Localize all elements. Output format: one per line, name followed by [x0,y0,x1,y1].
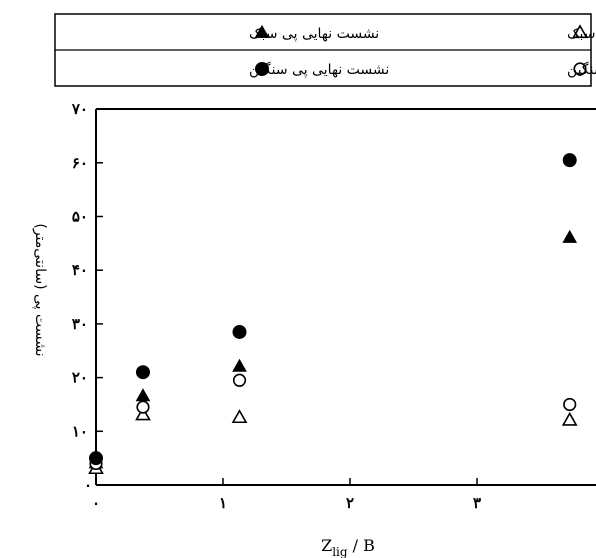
data-point-open-circle [232,373,247,387]
y-tick-label: ۴۰ [72,261,88,279]
y-tick-label: ۶۰ [72,154,88,172]
x-tick-label: ۲ [346,494,354,512]
data-point-open-triangle [561,411,578,426]
data-point-filled-triangle [562,229,578,243]
data-point-open-circle [136,400,150,414]
data-point-filled-circle [562,153,577,168]
legend-label: نشست نهایی پی سنگین [249,61,389,78]
y-tick-label: ۳۰ [72,315,88,333]
x-axis-label-subscript: lig [332,545,348,558]
y-tick-label: ۷۰ [71,100,88,118]
y-axis-label: نشست پی (سانتی‌متر) [32,223,48,356]
legend-label: نشست حین تحریک پی سبک [567,26,596,42]
x-tick-label: ۱ [219,494,227,512]
x-axis-label-rest: / B [348,536,375,555]
legend: نشست حین تحریک پی سبک نشست نهایی پی سبک نش… [54,13,596,87]
y-tick-label: ۲۰ [72,369,88,387]
data-point-filled-circle [89,451,103,466]
data-point-filled-circle [232,324,247,339]
legend-marker-open-triangle [572,24,588,39]
legend-marker-filled-triangle [254,24,270,38]
legend-label: نشست نهایی پی سبک [249,26,379,42]
y-tick-label: ۰ [84,476,92,494]
data-point-filled-circle [135,365,150,380]
data-point-filled-triangle [232,358,247,372]
legend-marker-open-circle [573,62,587,76]
data-point-open-triangle [231,409,248,424]
x-tick-label: ۰ [92,494,100,512]
y-tick-label: ۱۰ [72,422,88,440]
x-axis-label-main: Z [321,536,332,555]
data-point-open-circle [563,397,577,412]
data-point-open-triangle [135,406,151,421]
legend-label: نشست حین تحریک پی سنگین [567,61,596,78]
legend-marker-filled-circle [255,62,269,76]
x-tick-label: ۳ [473,494,481,512]
y-tick-label: ۵۰ [72,208,88,226]
x-axis-label: Zlig / B [321,536,375,558]
data-point-filled-triangle [135,388,151,402]
